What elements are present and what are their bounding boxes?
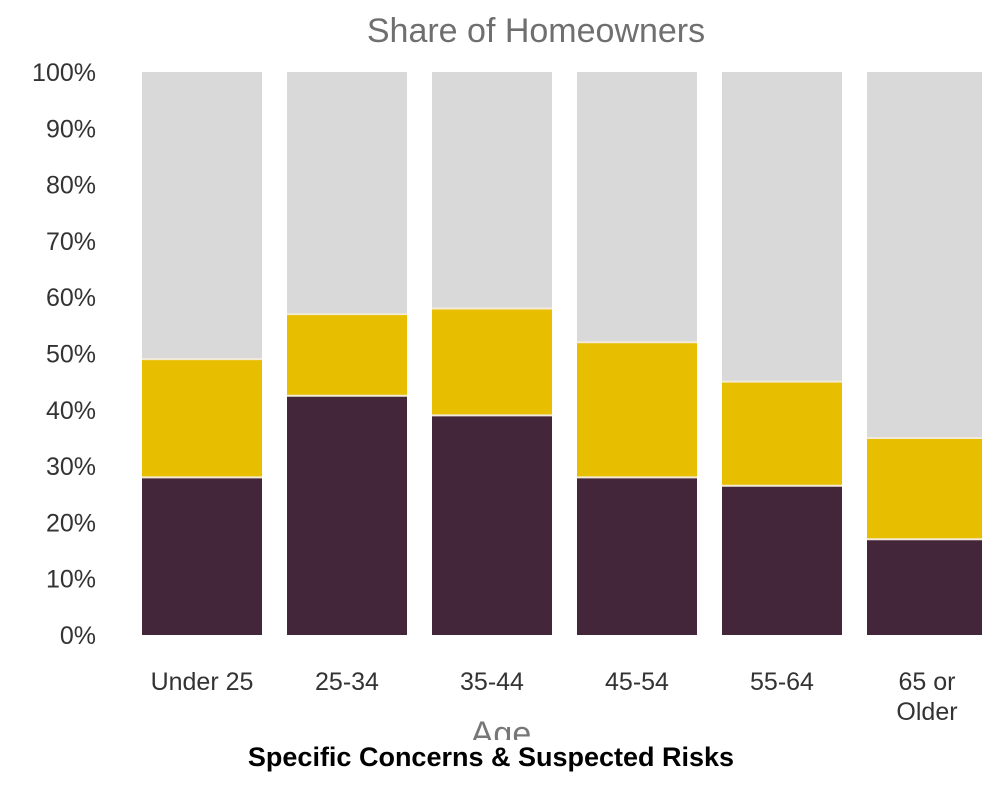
bar-segment [432,415,552,635]
bar-segment [287,72,407,315]
bar-segment [142,72,262,360]
bar-segment [722,381,842,486]
bar-segment [287,314,407,396]
y-tick-label: 40% [46,397,96,425]
x-tick-label: 25-34 [315,668,379,696]
bar-segment [867,539,982,635]
bar-segment [577,342,697,478]
bar-segment [287,395,407,635]
y-tick-label: 10% [46,566,96,594]
y-tick-label: 80% [46,172,96,200]
bar-segment [722,72,842,382]
y-tick-label: 100% [32,59,96,87]
chart-title: Share of Homeowners [367,12,705,50]
bar-segment [142,359,262,478]
y-tick-label: 60% [46,284,96,312]
y-tick-label: 50% [46,341,96,369]
x-tick-label: Under 25 [151,668,254,696]
x-tick-label: 55-64 [750,668,814,696]
bar-segment [142,477,262,635]
bar-segment [577,72,697,343]
y-tick-label: 90% [46,115,96,143]
x-tick-label: 65 or Older [896,668,957,726]
bar-segment [867,72,982,438]
bar-segment [867,437,982,540]
bar-segment [432,308,552,416]
bar-segment [577,477,697,635]
y-axis: 0% 10% 20% 30% 40% 50% 60% 70% 80% 90% 100% [32,59,96,650]
bar-segment [722,485,842,635]
y-tick-label: 30% [46,453,96,481]
y-tick-label: 0% [60,622,96,650]
bars [142,72,982,635]
x-tick-label: 35-44 [460,668,524,696]
x-tick-label: 45-54 [605,668,669,696]
y-tick-label: 70% [46,228,96,256]
stacked-bar-chart: Share of Homeowners 0% 10% 20% 30% 40% 50% 60%… [32,12,982,740]
bar-segment [432,72,552,309]
x-axis-label: Age [471,715,532,740]
caption: Specific Concerns & Suspected Risks [247,742,735,772]
x-axis: Under 25 25-34 35-44 45-54 55-64 65 or Older [151,668,958,726]
y-tick-label: 20% [46,509,96,537]
